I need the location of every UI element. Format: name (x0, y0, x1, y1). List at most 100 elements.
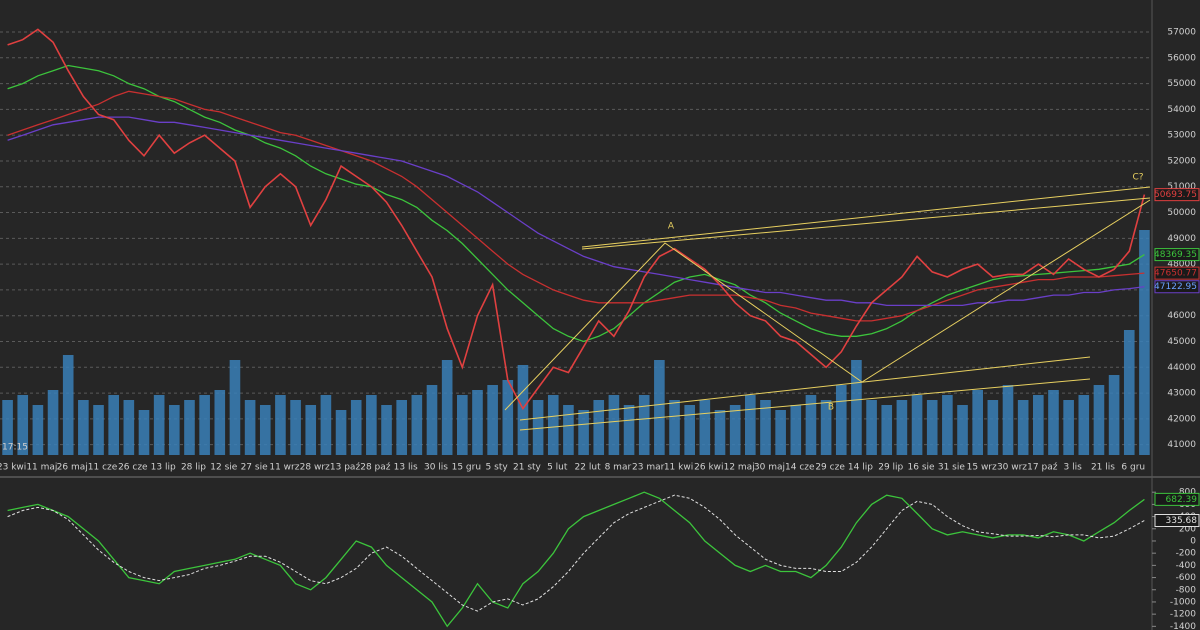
x-tick-label: 29 cze (815, 463, 845, 473)
volume-bar (17, 395, 29, 455)
volume-bar (1108, 375, 1120, 455)
volume-bar (987, 400, 999, 455)
x-tick-label: 11 cze (88, 463, 118, 473)
value-box (1154, 266, 1200, 280)
y-tick-label: -200 (1176, 549, 1197, 559)
y-tick-label: 56000 (1167, 53, 1196, 63)
volume-bar (1093, 385, 1105, 455)
trend-line (519, 356, 1091, 421)
x-tick-label: 28 wrz (300, 463, 330, 473)
volume-bar (547, 395, 559, 455)
y-tick-label: 57000 (1167, 27, 1196, 37)
x-tick-label: 13 lip (151, 463, 176, 473)
data-line (7, 491, 1145, 628)
volume-bar (1048, 390, 1059, 455)
x-tick-label: 5 lut (547, 463, 568, 473)
y-tick-label: 52000 (1167, 156, 1196, 166)
volume-bar (942, 395, 953, 455)
x-tick-label: 28 lip (181, 463, 206, 473)
x-tick-label: 30 lis (424, 463, 448, 473)
volume-bar (366, 395, 377, 455)
x-tick-label: 15 gru (452, 463, 481, 473)
volume-bar (290, 400, 301, 455)
data-line (7, 90, 1145, 322)
x-tick-label: 12 maj (724, 463, 755, 473)
x-tick-label: 5 sty (486, 463, 509, 473)
volume-bar (881, 405, 893, 455)
value-box (1154, 280, 1200, 294)
volume-bar (926, 400, 938, 455)
y-tick-label: 800 (1179, 488, 1196, 498)
volume-bar (229, 360, 241, 455)
volume-bar (487, 385, 498, 455)
volume-bar (153, 395, 165, 455)
volume-bar (638, 395, 650, 455)
volume-bar (957, 405, 968, 455)
x-tick-label: 29 lip (878, 463, 903, 473)
volume-bar (805, 395, 817, 455)
volume-bar (381, 405, 392, 455)
volume-bar (108, 395, 119, 455)
volume-bar (93, 405, 104, 455)
volume-bar (1139, 230, 1150, 455)
y-tick-label: 54000 (1167, 105, 1196, 115)
volume-bar (760, 400, 771, 455)
annotation: A (668, 222, 675, 232)
y-tick-label: 42000 (1167, 414, 1196, 424)
x-tick-label: 23 mar (632, 463, 665, 473)
time-label: 17:15 (2, 443, 28, 453)
volume-bar (866, 400, 877, 455)
y-tick-label: 50000 (1167, 208, 1196, 218)
value-box (1154, 248, 1200, 262)
volume-bar (1123, 330, 1135, 455)
volume-bar (593, 400, 605, 455)
x-tick-label: 21 lis (1091, 463, 1115, 473)
y-tick-label: 0 (1190, 536, 1196, 546)
value-box (1154, 492, 1200, 506)
y-tick-label: 44000 (1167, 363, 1196, 373)
volume-bar (426, 385, 438, 455)
x-tick-label: 28 paź (360, 463, 391, 473)
trend-line (581, 186, 1151, 248)
volume-bar (1002, 385, 1014, 455)
trend-lines (504, 186, 1151, 431)
value-box (1154, 514, 1200, 528)
volume-bar (972, 390, 983, 455)
x-tick-label: 26 maj (57, 463, 88, 473)
volume-bar (305, 405, 317, 455)
volume-bar (1063, 400, 1074, 455)
volume-bar (896, 400, 908, 455)
volume-bar (517, 365, 529, 455)
volume-bar (320, 395, 332, 455)
volume-bar (775, 410, 786, 455)
volume-bar (532, 400, 544, 455)
volume-bar (684, 405, 695, 455)
volume-bar (578, 410, 589, 455)
volume-bar (608, 395, 620, 455)
annotation: C? (1132, 173, 1143, 183)
volume-bar (259, 405, 271, 455)
volume-bar (623, 405, 635, 455)
volume-bar (1017, 400, 1029, 455)
volume-bar (714, 410, 726, 455)
volume-bar (138, 410, 150, 455)
volume-bar (62, 355, 74, 455)
data-line (7, 494, 1145, 612)
volume-bar (1078, 395, 1090, 455)
volume-bar (244, 400, 256, 455)
x-tick-label: 16 sie (908, 463, 936, 473)
volume-bar (214, 390, 226, 455)
data-line (7, 28, 1146, 411)
y-tick-label: 55000 (1167, 79, 1196, 89)
volume-bar (350, 400, 362, 455)
volume-bar (820, 400, 832, 455)
volume-bar (457, 395, 468, 455)
volume-bar (2, 400, 13, 455)
volume-bar (835, 385, 847, 455)
x-tick-label: 11 kwi (664, 463, 693, 473)
volume-bar (699, 400, 711, 455)
y-tick-label: 49000 (1167, 234, 1196, 244)
y-tick-label: 45000 (1167, 337, 1196, 347)
